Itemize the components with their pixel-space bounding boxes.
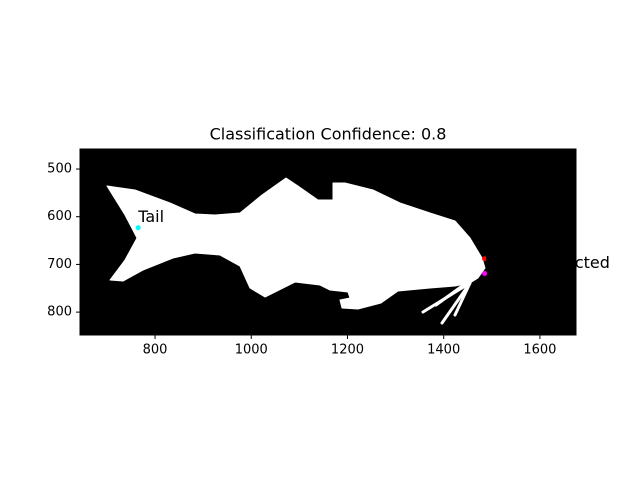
chart-title: Classification Confidence: 0.8 — [210, 125, 447, 144]
point — [482, 270, 488, 276]
point-label: Head Corrected — [485, 253, 610, 272]
plot-frame — [79, 148, 577, 336]
point-label: Tail — [137, 207, 164, 226]
x-tick-label: 1400 — [427, 343, 460, 358]
point — [482, 256, 488, 262]
y-tick-label: 700 — [47, 257, 72, 272]
barbel — [453, 281, 472, 317]
barbels — [421, 281, 472, 325]
fish-mask — [106, 177, 486, 325]
x-tick-label: 1600 — [523, 343, 556, 358]
y-tick-label: 500 — [47, 162, 72, 177]
y-tick-label: 800 — [47, 305, 72, 320]
barbel — [434, 282, 467, 307]
point — [135, 225, 141, 231]
y-tick-label: 600 — [47, 209, 72, 224]
point-label: Head — [485, 238, 527, 257]
x-tick-label: 1200 — [331, 343, 364, 358]
x-tick-label: 800 — [143, 343, 168, 358]
x-tick-label: 1000 — [235, 343, 268, 358]
fish-body — [106, 177, 486, 310]
